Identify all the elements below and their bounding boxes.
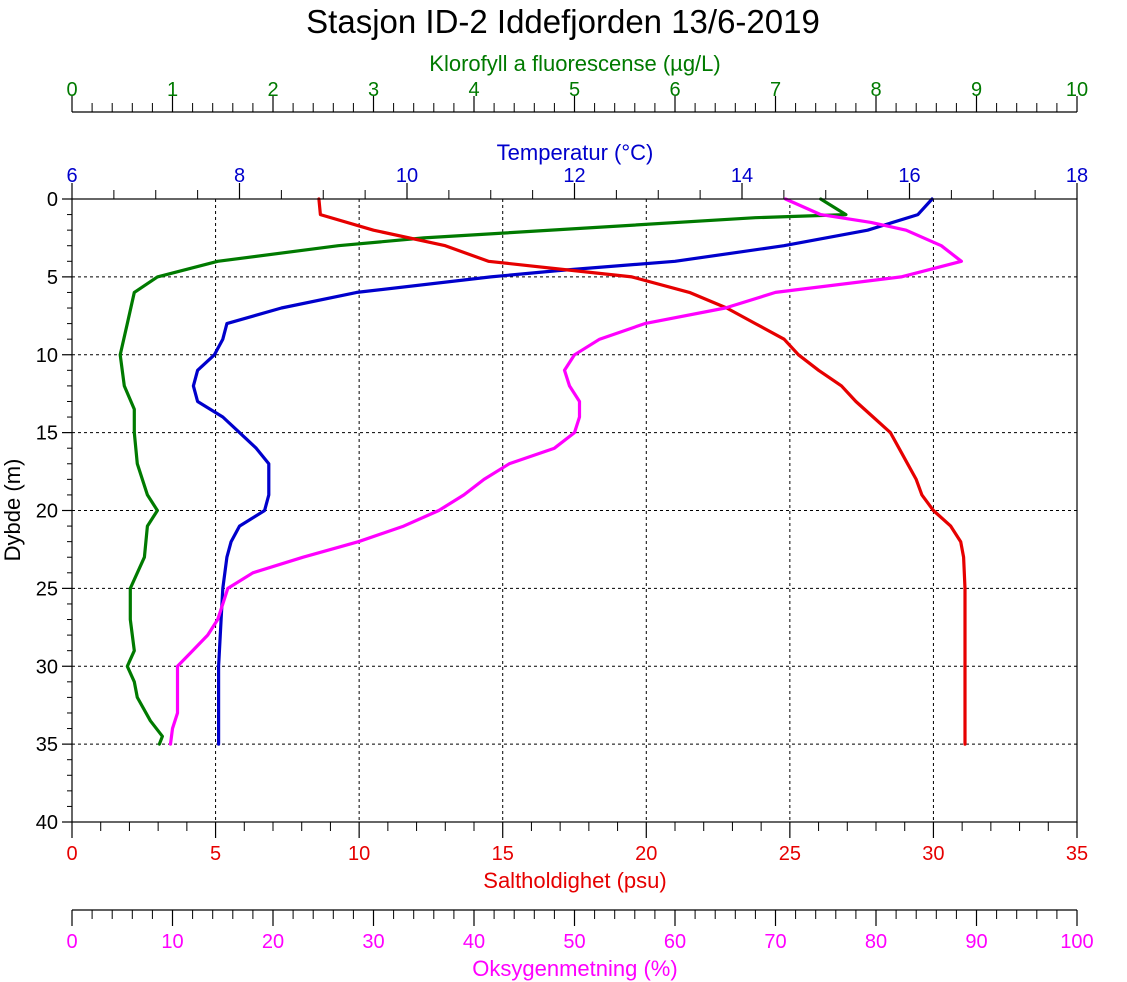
depth-tick-label-1: 5 [47, 267, 58, 289]
depth-tick-label-6: 30 [36, 656, 58, 678]
depth-tick-label-2: 10 [36, 345, 58, 367]
depth-tick-label-4: 20 [36, 501, 58, 523]
temperature-tick-label-1: 8 [234, 165, 245, 187]
temperature-tick-label-5: 16 [898, 165, 920, 187]
chlorophyll-tick-label-0: 0 [66, 79, 77, 101]
oxygen-tick-label-1: 10 [161, 931, 183, 953]
salinity-tick-label-1: 5 [210, 843, 221, 865]
oxygen-tick-label-7: 70 [764, 931, 786, 953]
salinity-tick-label-4: 20 [635, 843, 657, 865]
oxygen-tick-label-4: 40 [463, 931, 485, 953]
salinity-tick-label-0: 0 [66, 843, 77, 865]
depth-tick-label-0: 0 [47, 189, 58, 211]
chlorophyll-tick-label-1: 1 [167, 79, 178, 101]
oxygen-tick-label-8: 80 [865, 931, 887, 953]
temperature-profile-line [191, 197, 934, 746]
chlorophyll-profile-line [118, 197, 848, 746]
oxygen-tick-label-0: 0 [66, 931, 77, 953]
chlorophyll-tick-label-9: 9 [971, 79, 982, 101]
salinity-tick-label-2: 10 [348, 843, 370, 865]
oxygen-tick-label-3: 30 [362, 931, 384, 953]
temperature-axis-title: Temperatur (°C) [497, 140, 654, 165]
temperature-tick-label-0: 6 [66, 165, 77, 187]
salinity-tick-label-7: 35 [1066, 843, 1088, 865]
temperature-tick-label-4: 14 [731, 165, 753, 187]
chlorophyll-tick-label-5: 5 [569, 79, 580, 101]
oxygen-tick-label-9: 90 [965, 931, 987, 953]
salinity-tick-label-5: 25 [779, 843, 801, 865]
grid [72, 199, 1077, 822]
depth-tick-label-8: 40 [36, 812, 58, 834]
temperature-tick-label-6: 18 [1066, 165, 1088, 187]
plot-frame [71, 198, 1078, 823]
oxygen-tick-label-6: 60 [664, 931, 686, 953]
oxygen-axis-title: Oksygenmetning (%) [472, 956, 677, 981]
depth-axis-title: Dybde (m) [0, 459, 25, 562]
depth-tick-label-3: 15 [36, 423, 58, 445]
data-series [118, 197, 967, 746]
oxygen-tick-label-5: 50 [563, 931, 585, 953]
oxygen-profile-line [168, 197, 964, 746]
chlorophyll-tick-label-8: 8 [870, 79, 881, 101]
chlorophyll-tick-label-7: 7 [770, 79, 781, 101]
salinity-tick-label-6: 30 [922, 843, 944, 865]
chlorophyll-tick-label-4: 4 [468, 79, 479, 101]
chlorophyll-axis-title: Klorofyll a fluorescense (µg/L) [429, 51, 720, 76]
chart-title: Stasjon ID-2 Iddefjorden 13/6-2019 [306, 3, 820, 40]
depth-tick-label-5: 25 [36, 578, 58, 600]
oxygen-tick-label-2: 20 [262, 931, 284, 953]
salinity-axis-title: Saltholdighet (psu) [483, 868, 666, 893]
temperature-tick-label-3: 12 [563, 165, 585, 187]
temperature-tick-label-2: 10 [396, 165, 418, 187]
depth-tick-label-7: 35 [36, 734, 58, 756]
chlorophyll-tick-label-2: 2 [267, 79, 278, 101]
chlorophyll-tick-label-10: 10 [1066, 79, 1088, 101]
oxygen-tick-label-10: 100 [1060, 931, 1093, 953]
chlorophyll-tick-label-6: 6 [669, 79, 680, 101]
chlorophyll-tick-label-3: 3 [368, 79, 379, 101]
salinity-profile-line [317, 197, 967, 746]
salinity-tick-label-3: 15 [492, 843, 514, 865]
